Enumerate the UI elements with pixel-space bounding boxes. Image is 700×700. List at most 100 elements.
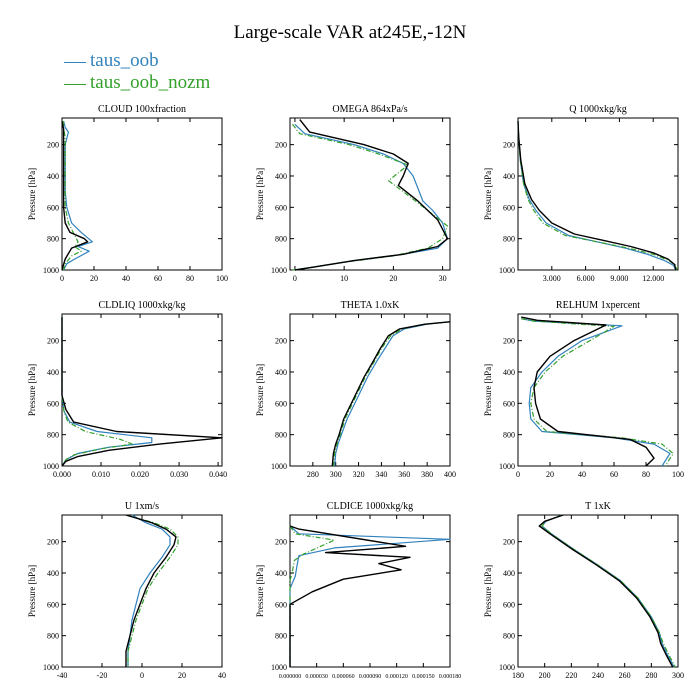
panel-4-ytick-label-4: 1000 <box>271 462 287 471</box>
panel-0-series-control <box>61 120 89 271</box>
panel-4-ytick-label-3: 800 <box>275 431 287 440</box>
panel-1-ylabel: Pressure [hPa] <box>255 168 265 220</box>
panel-2-ytick-label-3: 800 <box>503 235 515 244</box>
panel-0-ylabel: Pressure [hPa] <box>27 168 37 220</box>
panel-6-xtick-label-4: 40 <box>218 671 226 680</box>
panel-5-series-taus-oob <box>521 318 671 467</box>
panel-5-ytick-label-0: 200 <box>503 337 515 346</box>
panel-8-ylabel: Pressure [hPa] <box>483 565 493 617</box>
panel-8-xtick-label-2: 220 <box>565 671 577 680</box>
panel-8-series-taus-oob-nozm <box>541 514 676 668</box>
panel-7-xtick-label-3: 0.000090 <box>359 674 382 680</box>
panel-0-xtick-label-4: 80 <box>186 274 194 283</box>
panel-3-xtick-label-0: 0.000 <box>53 470 71 479</box>
panel-5-ytick-label-4: 1000 <box>499 462 515 471</box>
panel-5-xtick-label-1: 20 <box>546 470 554 479</box>
panel-1-xtick-label-0: 0 <box>293 274 297 283</box>
panel-7-xtick-label-6: 0.000180 <box>439 674 462 680</box>
panel-0-series-taus-oob-nozm <box>62 121 82 271</box>
panel-8-xtick-label-6: 300 <box>672 671 684 680</box>
panel-0-title: CLOUD 100xfraction <box>98 104 186 115</box>
panel-5-series-control <box>521 316 655 467</box>
panel-3-ytick-label-3: 800 <box>47 431 59 440</box>
panel-2-xtick-label-3: 12.000 <box>642 274 664 283</box>
panel-7-ytick-label-2: 600 <box>275 600 287 609</box>
panel-1-series-control <box>294 119 449 271</box>
panel-8-series-taus-oob <box>541 514 675 668</box>
panel-4-xtick-label-6: 400 <box>444 470 456 479</box>
panel-7-series-control <box>289 525 411 667</box>
panel-0-ytick-label-0: 200 <box>47 141 59 150</box>
panel-8-ytick-label-3: 800 <box>503 632 515 641</box>
panel-3-ytick-label-2: 600 <box>47 399 59 408</box>
panel-6-xtick-label-0: -40 <box>57 671 68 680</box>
panel-3-title: CLDLIQ 1000xkg/kg <box>99 300 186 311</box>
panel-3-xtick-label-2: 0.020 <box>131 470 149 479</box>
panel-4-series-taus-oob <box>334 321 449 467</box>
panel-6-ytick-label-2: 600 <box>47 600 59 609</box>
panel-7-xtick-label-1: 0.000030 <box>305 674 328 680</box>
panel-7-ytick-label-3: 800 <box>275 632 287 641</box>
panel-8-ytick-label-2: 600 <box>503 600 515 609</box>
panel-3-xtick-label-3: 0.030 <box>170 470 188 479</box>
panel-7-xtick-label-4: 0.000120 <box>385 674 408 680</box>
panel-4-ytick-label-2: 600 <box>275 399 287 408</box>
panel-7-title: CLDICE 1000xkg/kg <box>327 501 413 512</box>
panel-4-title: THETA 1.0xK <box>341 300 400 311</box>
panel-2-ylabel: Pressure [hPa] <box>483 168 493 220</box>
panel-4-xtick-label-5: 380 <box>421 470 433 479</box>
panel-3-series-control <box>61 317 223 467</box>
panel-6-ytick-label-4: 1000 <box>43 663 59 672</box>
panel-4-xtick-label-0: 280 <box>307 470 319 479</box>
panel-5-ytick-label-3: 800 <box>503 431 515 440</box>
panel-3-ytick-label-1: 400 <box>47 368 59 377</box>
panel-4-ylabel: Pressure [hPa] <box>255 364 265 416</box>
panel-4-frame <box>289 313 451 467</box>
panel-4-xtick-label-3: 340 <box>375 470 387 479</box>
panel-0-xtick-label-3: 60 <box>154 274 162 283</box>
panel-5-xtick-label-2: 40 <box>578 470 586 479</box>
panel-6-series-taus-oob <box>127 514 171 667</box>
panel-7-ylabel: Pressure [hPa] <box>255 565 265 617</box>
panel-5-ytick-label-1: 400 <box>503 368 515 377</box>
panel-1-xtick-label-3: 30 <box>439 274 447 283</box>
panel-5-xtick-label-0: 0 <box>516 470 520 479</box>
panel-8-ytick-label-1: 400 <box>503 569 515 578</box>
panel-8-series-control <box>538 514 674 668</box>
panel-4-xtick-label-4: 360 <box>398 470 410 479</box>
panel-2-series-taus-oob <box>517 121 677 271</box>
panel-3-ytick-label-0: 200 <box>47 337 59 346</box>
figure-title: Large-scale VAR at245E,-12N <box>233 22 467 43</box>
panel-6-frame <box>61 514 223 668</box>
panel-7-xtick-label-2: 0.000060 <box>332 674 355 680</box>
panel-0-ytick-label-3: 800 <box>47 235 59 244</box>
panel-0-xtick-label-5: 100 <box>216 274 228 283</box>
panel-8-ytick-label-0: 200 <box>503 538 515 547</box>
panel-1-ytick-label-4: 1000 <box>271 266 287 275</box>
panel-7-ytick-label-4: 1000 <box>271 663 287 672</box>
panel-7-series-taus-oob-nozm <box>289 525 335 667</box>
panel-5-series-taus-oob-nozm <box>521 318 674 467</box>
panel-2-xtick-label-2: 9.000 <box>610 274 628 283</box>
panel-8-frame <box>517 514 679 668</box>
panel-4-xtick-label-1: 300 <box>330 470 342 479</box>
panel-0-ytick-label-2: 600 <box>47 203 59 212</box>
legend-line-taus-oob-nozm <box>64 84 86 85</box>
panel-7-xtick-label-5: 0.000150 <box>412 674 435 680</box>
panel-1-title: OMEGA 864xPa/s <box>332 104 407 115</box>
panel-6-ytick-label-1: 400 <box>47 569 59 578</box>
panel-7-series-taus-oob <box>289 525 451 667</box>
panel-1-ytick-label-1: 400 <box>275 172 287 181</box>
panel-3-series-taus-oob <box>61 317 153 467</box>
panel-8-xtick-label-5: 280 <box>645 671 657 680</box>
panel-6-ylabel: Pressure [hPa] <box>27 565 37 617</box>
panel-5-xtick-label-3: 60 <box>610 470 618 479</box>
panel-0-xtick-label-2: 40 <box>122 274 130 283</box>
panel-2-ytick-label-2: 600 <box>503 203 515 212</box>
panel-8-title: T 1xK <box>585 501 611 512</box>
panel-7-xtick-label-0: 0.000000 <box>279 674 302 680</box>
panel-8-xtick-label-3: 240 <box>592 671 604 680</box>
panel-3-ylabel: Pressure [hPa] <box>27 364 37 416</box>
panel-4-xtick-label-2: 320 <box>353 470 365 479</box>
